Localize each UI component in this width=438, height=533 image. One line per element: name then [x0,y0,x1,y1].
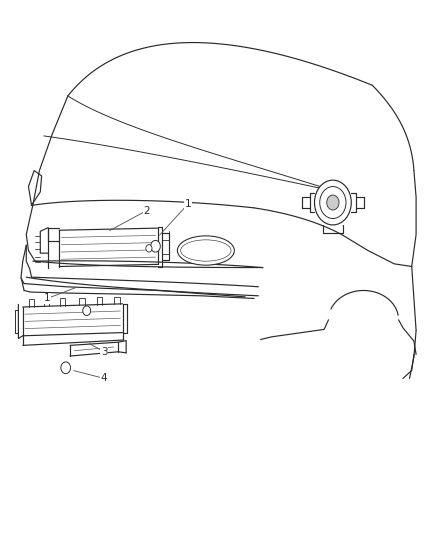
Circle shape [146,245,152,252]
Text: 4: 4 [101,374,108,383]
Circle shape [61,362,71,374]
Circle shape [151,240,160,252]
Ellipse shape [177,236,234,265]
Text: 3: 3 [101,347,108,357]
Ellipse shape [180,240,231,261]
Circle shape [83,306,91,316]
Circle shape [320,187,346,219]
Text: 2: 2 [143,206,150,215]
Text: 1: 1 [185,199,192,208]
Circle shape [327,195,339,210]
Text: 1: 1 [44,294,51,303]
Circle shape [314,180,351,225]
